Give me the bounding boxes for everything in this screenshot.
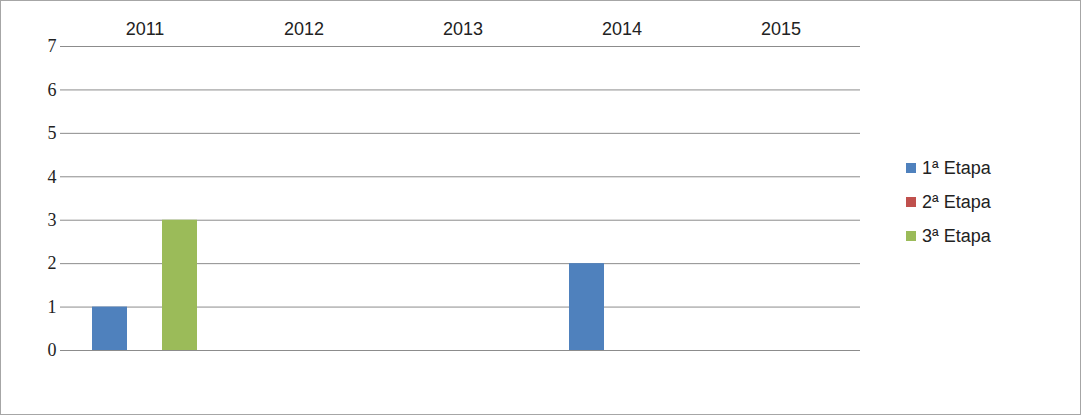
svg-text:2013: 2013: [443, 19, 483, 39]
svg-text:5: 5: [48, 123, 57, 143]
svg-text:6: 6: [48, 80, 57, 100]
svg-text:2012: 2012: [284, 19, 324, 39]
html-text:3ª Etapa: 3ª Etapa: [922, 225, 991, 246]
svg-text:2011: 2011: [126, 19, 165, 39]
svg-text:2: 2: [48, 253, 57, 273]
svg-text:7: 7: [48, 36, 57, 56]
svg-text:2015: 2015: [761, 19, 801, 39]
svg-text:0: 0: [48, 340, 57, 360]
html-text:1ª Etapa: 1ª Etapa: [922, 157, 991, 178]
svg-text:3: 3: [48, 210, 57, 230]
svg-text:4: 4: [48, 167, 57, 187]
svg-text:2014: 2014: [602, 19, 642, 39]
html-text:2ª Etapa: 2ª Etapa: [922, 191, 991, 212]
svg-text:1: 1: [48, 297, 57, 317]
